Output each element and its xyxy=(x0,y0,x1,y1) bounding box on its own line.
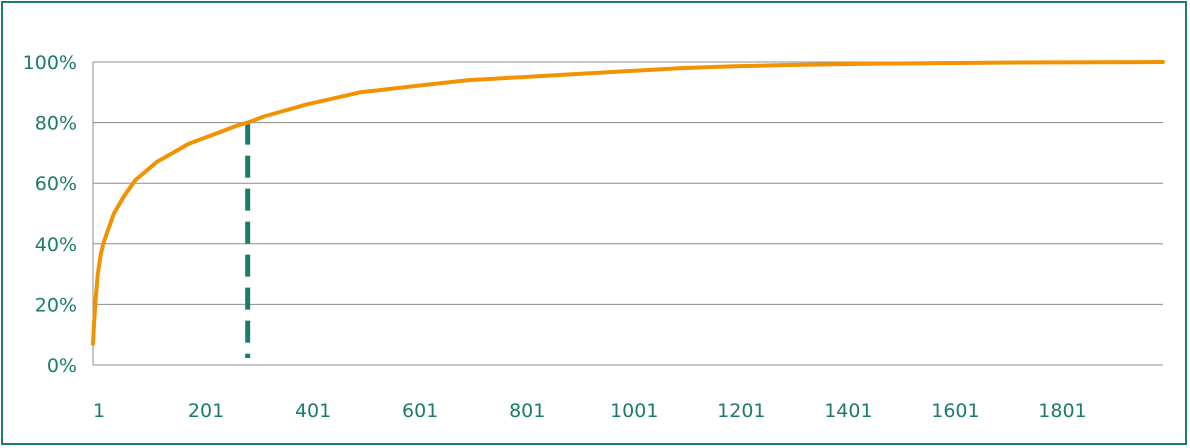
series-group xyxy=(91,60,1165,346)
x-tick-label: 401 xyxy=(295,400,331,422)
y-axis-ticks: 0% 20% 40% 60% 80% 100% xyxy=(23,52,77,377)
x-tick-label: 1601 xyxy=(931,400,979,422)
x-axis-ticks: 1 201 401 601 801 1001 1201 1401 1601 1801 xyxy=(93,400,1087,422)
y-tick-label: 100% xyxy=(23,52,77,74)
x-tick-label: 801 xyxy=(509,400,545,422)
y-tick-label: 80% xyxy=(35,113,77,135)
y-tick-label: 0% xyxy=(47,355,77,377)
y-tick-label: 40% xyxy=(35,234,77,256)
y-tick-label: 20% xyxy=(35,294,77,316)
x-tick-label: 1001 xyxy=(610,400,658,422)
series-line-0 xyxy=(91,60,1165,346)
y-tick-label: 60% xyxy=(35,173,77,195)
x-tick-label: 1201 xyxy=(717,400,765,422)
x-tick-label: 1401 xyxy=(824,400,872,422)
x-tick-label: 1 xyxy=(93,400,105,422)
x-tick-label: 601 xyxy=(402,400,438,422)
gridlines xyxy=(92,61,1163,366)
x-tick-label: 201 xyxy=(188,400,224,422)
x-tick-label: 1801 xyxy=(1038,400,1086,422)
